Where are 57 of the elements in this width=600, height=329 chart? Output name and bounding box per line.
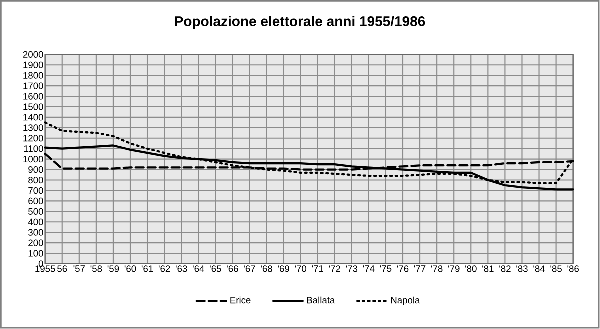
- y-tick-label: 400: [28, 218, 44, 226]
- chart-title: Popolazione elettorale anni 1955/1986: [175, 16, 426, 30]
- x-tick-label: 1955: [36, 266, 56, 272]
- y-tick-label: 1400: [24, 114, 44, 121]
- legend-label: Napola: [391, 296, 420, 306]
- y-tick-label: 1900: [24, 62, 44, 68]
- x-tick-label: '66: [227, 266, 238, 272]
- x-tick-label: '73: [346, 266, 358, 272]
- y-tick-label: 1000: [24, 156, 44, 163]
- x-tick-label: '64: [193, 266, 204, 272]
- x-tick-label: '57: [74, 266, 86, 272]
- y-tick-label: 800: [28, 176, 44, 184]
- y-tick-label: 900: [28, 166, 44, 174]
- x-tick-label: '79: [448, 266, 460, 272]
- x-tick-label: '68: [261, 266, 272, 272]
- x-tick-label: '82: [500, 266, 511, 272]
- y-tick-label: 1600: [24, 93, 44, 100]
- x-tick-label: '71: [312, 266, 324, 272]
- y-tick-label: 1300: [24, 124, 44, 132]
- x-tick-label: '80: [466, 266, 477, 272]
- x-tick-label: '63: [176, 266, 188, 272]
- y-tick-label: 600: [28, 198, 44, 204]
- y-tick-label: 1100: [24, 146, 44, 152]
- y-tick-label: 1800: [24, 72, 44, 79]
- y-tick-label: 500: [28, 208, 44, 215]
- x-tick-label: '78: [431, 266, 443, 272]
- x-tick-label: '85: [550, 266, 562, 272]
- x-tick-label: '75: [380, 266, 392, 272]
- x-tick-label: '76: [397, 266, 409, 272]
- x-tick-label: '62: [158, 266, 170, 272]
- x-tick-label: '74: [363, 266, 375, 272]
- y-tick-label: 2000: [23, 51, 44, 58]
- y-tick-label: 1200: [24, 135, 44, 142]
- x-tick-label: '86: [568, 266, 579, 272]
- x-tick-label: '59: [108, 266, 120, 272]
- x-tick-label: '58: [90, 266, 102, 272]
- x-tick-label: 56: [58, 266, 68, 272]
- y-tick-label: 300: [28, 229, 44, 236]
- y-tick-label: 200: [28, 240, 44, 246]
- legend-label: Erice: [230, 296, 251, 304]
- x-tick-label: '69: [278, 266, 290, 272]
- y-tick-label: 700: [28, 187, 44, 194]
- x-tick-label: '61: [142, 266, 154, 272]
- x-tick-label: '84: [534, 266, 546, 272]
- x-tick-label: '60: [124, 266, 136, 272]
- x-tick-label: '67: [244, 266, 256, 272]
- x-tick-label: '77: [414, 266, 426, 272]
- y-tick-label: 1500: [24, 104, 44, 110]
- y-tick-label: 1700: [24, 82, 44, 90]
- x-tick-label: '83: [516, 266, 528, 272]
- y-tick-label: 0: [38, 260, 44, 268]
- legend-label: Ballata: [307, 296, 336, 304]
- x-tick-label: '72: [329, 266, 340, 272]
- y-tick-label: 100: [28, 250, 44, 257]
- x-tick-label: '81: [482, 266, 494, 272]
- x-tick-label: '70: [295, 266, 307, 272]
- x-tick-label: '65: [210, 266, 222, 272]
